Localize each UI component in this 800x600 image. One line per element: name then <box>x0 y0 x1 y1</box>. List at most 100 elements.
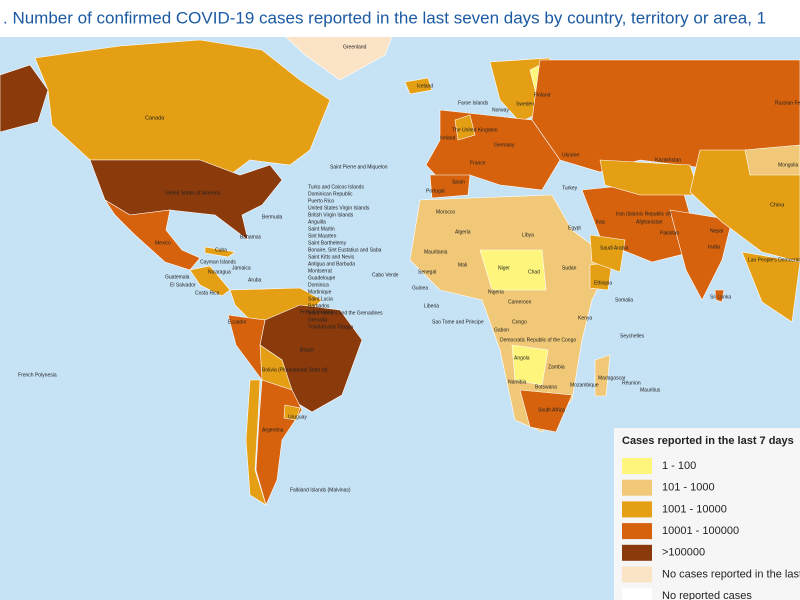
country-label: Finland <box>534 92 551 98</box>
country-label: Democratic Republic of the Congo <box>500 337 576 343</box>
canada <box>34 39 331 176</box>
country-label: Spain <box>452 179 465 185</box>
country-label: Ireland <box>440 135 456 141</box>
country-label: Mauritania <box>424 249 448 255</box>
country-label: Morocco <box>436 209 455 215</box>
arabia <box>589 234 626 273</box>
country-label: Montserrat <box>308 268 333 274</box>
country-label: Cayman Islands <box>200 259 236 265</box>
country-label: Congo <box>512 319 527 325</box>
country-label: Dominican Republic <box>308 191 353 197</box>
country-label: Anguilla <box>308 219 326 225</box>
country-label: United States Virgin Islands <box>308 205 370 211</box>
country-label: Sudan <box>562 265 577 271</box>
legend: 1 - 100 101 - 1000 1001 - 10000 10001 - 100… <box>622 458 800 600</box>
legend-swatch <box>622 479 652 496</box>
chile <box>245 379 267 506</box>
country-label: Bolivia (Plurinational State of) <box>262 367 328 373</box>
country-label: Aruba <box>248 277 262 283</box>
country-label: Brazil <box>300 347 314 353</box>
country-label: Nicaragua <box>208 269 231 275</box>
country-label: Saint Kitts and Nevis <box>308 254 355 260</box>
legend-label: 101 - 1000 <box>662 482 715 494</box>
country-label: French Guiana <box>300 309 333 315</box>
country-label: United States of America <box>165 190 220 196</box>
country-label: Nigeria <box>488 289 504 295</box>
country-label: India <box>708 244 721 250</box>
madagascar <box>594 354 611 397</box>
country-label: Somalia <box>615 297 633 303</box>
legend-label: No cases reported in the last 7 <box>662 568 800 580</box>
country-label: Bonaire, Sint Eustatius and Saba <box>308 247 382 253</box>
country-label: Sint Maarten <box>308 233 337 239</box>
country-label: Uruguay <box>288 414 307 420</box>
southeast-asia <box>741 251 800 323</box>
country-label: Guatemala <box>165 274 190 280</box>
sri-lanka <box>714 289 725 303</box>
legend-swatch <box>622 588 652 600</box>
country-label: Lao People's Democratic Republic <box>748 257 800 263</box>
country-label: Argentina <box>262 427 284 433</box>
country-label: Martinique <box>308 289 332 295</box>
country-label: Iceland <box>417 83 433 89</box>
title-bar <box>0 0 800 37</box>
legend-swatch <box>622 501 652 518</box>
country-label: Angola <box>514 355 530 361</box>
uruguay <box>283 404 301 421</box>
country-label: Falkland Islands (Malvinas) <box>290 487 351 493</box>
country-label: Ecuador <box>228 319 247 325</box>
country-labels: Greenland Iceland Faroe Islands Canada Russi… <box>18 44 800 493</box>
legend-swatch <box>622 458 652 474</box>
country-label: Saint Barthelemy <box>308 240 347 246</box>
legend-title: Cases reported in the last 7 days <box>622 435 794 447</box>
country-label: France <box>470 160 486 166</box>
country-label: Saint Pierre and Miquelon <box>330 164 388 170</box>
country-label: Dominica <box>308 282 329 288</box>
country-label: Guinea <box>412 285 428 291</box>
sahel <box>479 249 547 291</box>
country-label: Mali <box>458 262 467 268</box>
country-label: Kazakhstan <box>655 157 681 163</box>
country-label: Saint Lucia <box>308 296 333 302</box>
country-label: Costa Rica <box>195 290 220 296</box>
country-label: Libya <box>522 232 534 238</box>
country-label: Trinidad and Tobago <box>308 324 354 330</box>
country-label: Egypt <box>568 225 581 231</box>
country-label: Ukraine <box>562 152 579 158</box>
country-label: Pakistan <box>660 230 679 236</box>
angola <box>511 344 549 386</box>
country-label: Saint Martin <box>308 226 335 232</box>
country-label: Kenya <box>578 315 592 321</box>
country-label: Saint Vincent and the Grenadines <box>308 310 383 316</box>
country-label: Chad <box>528 269 540 275</box>
country-label: Botswana <box>535 384 557 390</box>
country-label: Sao Tome and Principe <box>432 319 484 325</box>
country-label: Niger <box>498 265 510 271</box>
country-label: Iran (Islamic Republic of) <box>616 211 672 217</box>
country-label: Turkey <box>562 185 578 191</box>
country-label: Cuba <box>215 247 227 253</box>
country-label: Iraq <box>596 219 605 225</box>
country-label: Saudi Arabia <box>600 245 629 251</box>
country-label: The United Kingdom <box>452 127 498 133</box>
country-label: Russian Federation <box>775 100 800 106</box>
legend-swatch <box>622 566 652 583</box>
country-label: Nepal <box>710 228 723 234</box>
country-label: Antigua and Barbuda <box>308 261 355 267</box>
legend-label: 1 - 100 <box>662 460 696 472</box>
central-america <box>189 265 231 297</box>
country-label: Mauritius <box>640 387 661 393</box>
country-label: Norway <box>492 107 509 113</box>
legend-label: 1001 - 10000 <box>662 503 727 515</box>
country-label: Germany <box>494 142 515 148</box>
country-label: Jamaica <box>232 265 251 271</box>
country-label: Gabon <box>494 327 509 333</box>
country-label: Greenland <box>343 44 367 50</box>
country-label: Sri Lanka <box>710 294 731 300</box>
iceland <box>404 77 433 95</box>
uk <box>454 114 476 141</box>
land <box>0 15 800 506</box>
country-label: Turks and Caicos Islands <box>308 184 364 190</box>
alaska <box>0 64 49 133</box>
